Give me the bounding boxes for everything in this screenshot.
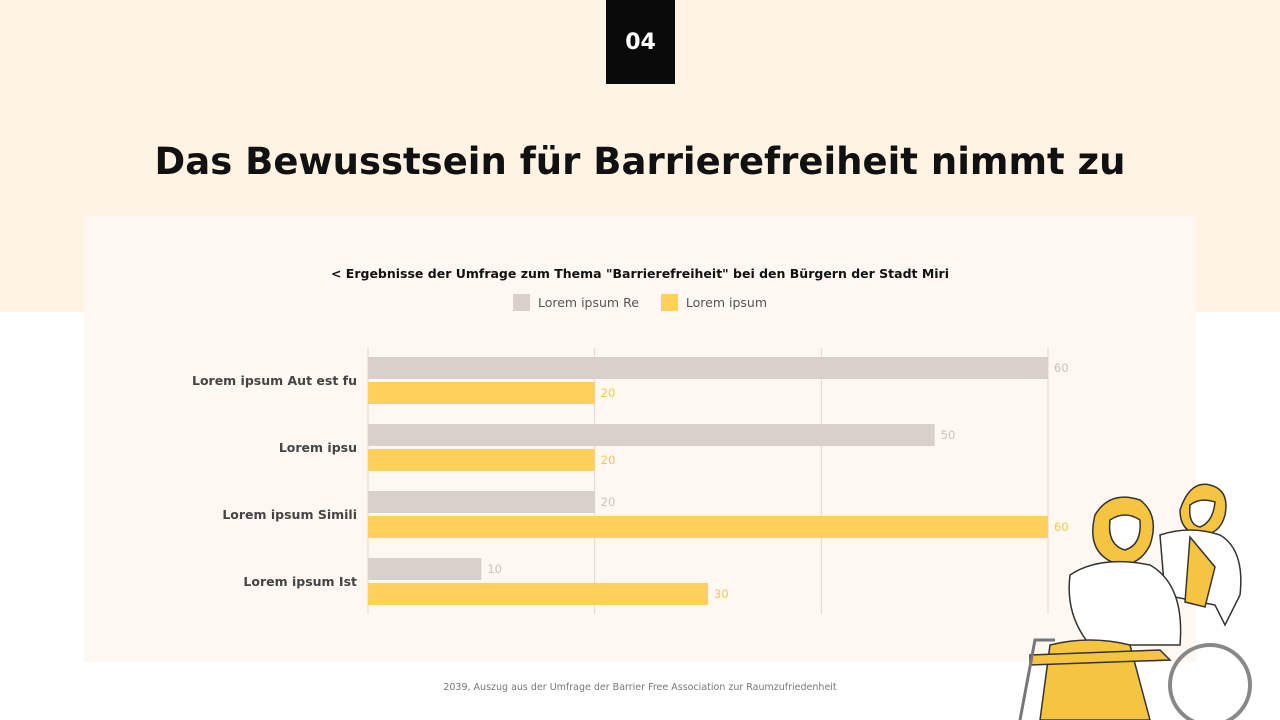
bar xyxy=(368,558,482,580)
bar xyxy=(368,449,595,471)
category-label: Lorem ipsum Ist xyxy=(243,574,357,589)
bar xyxy=(368,583,708,605)
legend-swatch xyxy=(512,294,530,311)
category-label: Lorem ipsum Simili xyxy=(222,507,357,522)
legend-swatch xyxy=(660,294,678,311)
data-label: 20 xyxy=(601,386,616,400)
data-label: 60 xyxy=(1054,361,1069,375)
wheelchair-illustration xyxy=(1018,483,1252,720)
data-label: 10 xyxy=(487,562,502,576)
data-label: 20 xyxy=(601,453,616,467)
chart-title: < Ergebnisse der Umfrage zum Thema "Barr… xyxy=(330,266,950,281)
legend-item: Lorem ipsum xyxy=(660,294,768,311)
category-label: Lorem ipsum Aut est fu xyxy=(192,373,357,388)
bar xyxy=(368,516,1048,538)
bar xyxy=(368,357,1048,379)
chart-legend: Lorem ipsum Re Lorem ipsum xyxy=(0,294,1280,311)
legend-label: Lorem ipsum Re xyxy=(537,295,639,310)
page-title: Das Bewusstsein für Barrierefreiheit nim… xyxy=(154,140,1126,183)
data-label: 60 xyxy=(1054,520,1069,534)
data-label: 50 xyxy=(941,428,956,442)
category-label: Lorem ipsu xyxy=(279,440,357,455)
source-note: 2039, Auszug aus der Umfrage der Barrier… xyxy=(443,682,837,693)
legend-label: Lorem ipsum xyxy=(685,295,768,310)
data-label: 30 xyxy=(714,587,729,601)
bar xyxy=(368,382,595,404)
bar xyxy=(368,491,595,513)
slide-number-badge: 04 xyxy=(606,0,675,84)
bar xyxy=(368,424,935,446)
data-label: 20 xyxy=(601,495,616,509)
legend-item: Lorem ipsum Re xyxy=(512,294,639,311)
